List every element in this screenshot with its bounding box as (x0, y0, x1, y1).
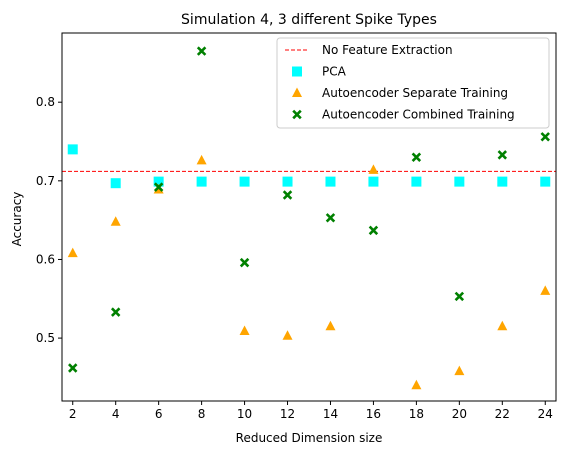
point-pca-8 (196, 176, 207, 187)
point-autoencoder-combined-training-24-stroke-b (540, 132, 550, 142)
axes: 2 4 6 8 10 12 14 16 18 20 22 240.50.60.70.8 (36, 95, 553, 421)
x-tick-label-6: 6 (155, 407, 163, 421)
point-autoencoder-separate-training-14 (325, 320, 336, 331)
point-autoencoder-combined-training-20-stroke-b (454, 291, 465, 302)
point-autoencoder-combined-training-12 (282, 190, 293, 200)
legend-swatch-autoencoder-combined-training (292, 109, 302, 120)
point-autoencoder-separate-training-8 (196, 154, 207, 165)
y-axis-label: Accuracy (10, 192, 24, 247)
point-autoencoder-combined-training-4-stroke-b (110, 307, 121, 317)
x-tick-label-22: 22 (495, 407, 510, 421)
x-tick-label-8: 8 (198, 407, 206, 421)
x-axis-label: Reduced Dimension size (236, 431, 383, 445)
y-tick-label-0.7: 0.7 (36, 174, 55, 188)
legend-label-pca: PCA (322, 65, 347, 79)
x-tick-label-10: 10 (237, 407, 252, 421)
point-autoencoder-combined-training-24 (540, 132, 550, 142)
plot-frame (61, 32, 557, 402)
point-autoencoder-combined-training-22-stroke-b (497, 150, 508, 160)
point-autoencoder-separate-training-4 (110, 216, 121, 226)
point-pca-20 (454, 176, 465, 187)
point-autoencoder-combined-training-2-stroke-b (68, 363, 78, 373)
x-tick-label-12: 12 (280, 407, 295, 421)
point-autoencoder-combined-training-8-stroke-b (196, 46, 207, 56)
point-autoencoder-separate-training-22 (497, 320, 508, 331)
legend-label-autoencoder-separate-training: Autoencoder Separate Training (322, 86, 508, 100)
point-autoencoder-separate-training-18 (411, 379, 422, 390)
y-tick-label-0.8: 0.8 (36, 95, 55, 109)
point-pca-22 (497, 176, 508, 187)
x-tick-label-18: 18 (409, 407, 424, 421)
point-pca-2 (67, 144, 78, 155)
point-pca-4 (110, 178, 121, 189)
point-autoencoder-separate-training-12 (282, 330, 293, 340)
x-tick-label-4: 4 (112, 407, 120, 421)
point-autoencoder-combined-training-16-stroke-b (368, 225, 379, 236)
point-autoencoder-combined-training-12-stroke-b (282, 190, 293, 200)
chart-title: Simulation 4, 3 different Spike Types (181, 12, 437, 28)
x-tick-label-20: 20 (452, 407, 467, 421)
point-autoencoder-combined-training-8 (196, 46, 207, 56)
legend-swatch-autoencoder-combined-training-stroke-b (292, 109, 302, 120)
legend: No Feature Extraction PCA Autoencoder Sepa… (276, 37, 550, 129)
x-tick-label-16: 16 (366, 407, 381, 421)
y-tick-label-0.5: 0.5 (36, 331, 55, 345)
point-autoencoder-combined-training-18 (411, 152, 422, 162)
point-autoencoder-combined-training-2 (68, 363, 78, 373)
point-autoencoder-combined-training-14-stroke-b (325, 213, 336, 223)
point-autoencoder-combined-training-10-stroke-b (239, 257, 250, 268)
x-tick-label-14: 14 (323, 407, 338, 421)
point-pca-10 (239, 176, 250, 187)
point-pca-14 (325, 176, 336, 187)
legend-swatch-autoencoder-separate-training (292, 87, 302, 97)
point-autoencoder-separate-training-16 (368, 164, 379, 174)
y-tick-label-0.6: 0.6 (36, 252, 55, 266)
point-autoencoder-combined-training-10 (239, 257, 250, 268)
x-tick-label-2: 2 (69, 407, 77, 421)
point-pca-6 (153, 176, 164, 187)
point-autoencoder-combined-training-22 (497, 150, 508, 160)
point-pca-18 (411, 176, 422, 187)
point-autoencoder-combined-training-4 (110, 307, 121, 317)
point-autoencoder-combined-training-14 (325, 213, 336, 223)
plot-marks (62, 46, 556, 390)
point-autoencoder-combined-training-6-stroke-b (153, 182, 164, 192)
point-pca-24 (540, 176, 551, 187)
legend-label-autoencoder-combined-training: Autoencoder Combined Training (322, 108, 515, 122)
legend-label-reference: No Feature Extraction (322, 43, 453, 57)
point-autoencoder-separate-training-10 (239, 325, 250, 336)
point-autoencoder-combined-training-20 (454, 291, 465, 302)
x-tick-label-24: 24 (538, 407, 553, 421)
point-autoencoder-separate-training-24 (540, 285, 551, 295)
legend-box (276, 37, 550, 129)
point-pca-16 (368, 176, 379, 187)
point-pca-12 (282, 176, 293, 187)
point-autoencoder-combined-training-18-stroke-b (411, 152, 422, 162)
point-autoencoder-separate-training-2 (67, 247, 78, 258)
legend-swatch-pca (292, 66, 302, 77)
point-autoencoder-separate-training-20 (454, 365, 465, 376)
point-autoencoder-combined-training-6 (153, 182, 164, 192)
point-autoencoder-combined-training-16 (368, 225, 379, 236)
